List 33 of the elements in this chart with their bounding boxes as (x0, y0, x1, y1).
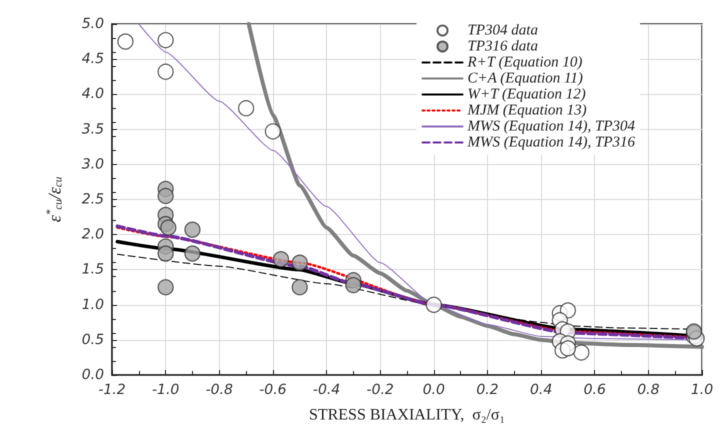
y-tick-label: 0.5 (82, 332, 104, 348)
y-tick-label: 2.5 (82, 192, 104, 208)
legend-label: TP316 data (468, 38, 538, 54)
x-tick-label: -1.0 (152, 382, 180, 398)
y-axis-title: ε*cu/εcu (44, 176, 64, 222)
x-tick-label: -0.8 (206, 382, 234, 398)
y-tick-label: 4.0 (82, 86, 104, 102)
x-tick-label: -1.2 (98, 382, 126, 398)
x-tick-label: -0.4 (312, 382, 340, 398)
x-tick-label: 0.2 (476, 382, 499, 398)
x-tick-label: 0.0 (422, 382, 446, 398)
x-tick-label: -0.6 (259, 382, 287, 398)
legend-label: W+T (Equation 12) (468, 86, 586, 102)
x-tick-label: 1.0 (690, 382, 714, 398)
x-axis-title: STRESS BIAXIALITY, σ₂/σ₁ (308, 406, 506, 424)
x-tick-label: 0.6 (584, 382, 606, 398)
legend-label: MWS (Equation 14), TP304 (466, 118, 636, 134)
y-tick-label: 3.5 (82, 121, 104, 138)
legend-label: C+A (Equation 11) (468, 70, 583, 86)
y-tick-label: 1.0 (82, 296, 104, 313)
y-tick-label: 5.0 (82, 16, 104, 32)
legend-label: MJM (Equation 13) (466, 102, 587, 118)
y-tick-label: 2.0 (82, 226, 104, 243)
x-tick-label: 0.8 (637, 382, 660, 398)
y-tick-label: 4.5 (82, 51, 104, 68)
y-tick-label: 1.5 (82, 262, 104, 278)
y-tick-label: 0.0 (82, 367, 104, 383)
x-tick-label: 0.4 (530, 382, 552, 398)
legend-label: TP304 data (468, 22, 538, 38)
x-tick-label: -0.2 (366, 382, 394, 398)
y-tick-label: 3.0 (82, 156, 104, 172)
legend-label: MWS (Equation 14), TP316 (466, 134, 636, 150)
legend-label: R+T (Equation 10) (466, 54, 582, 70)
